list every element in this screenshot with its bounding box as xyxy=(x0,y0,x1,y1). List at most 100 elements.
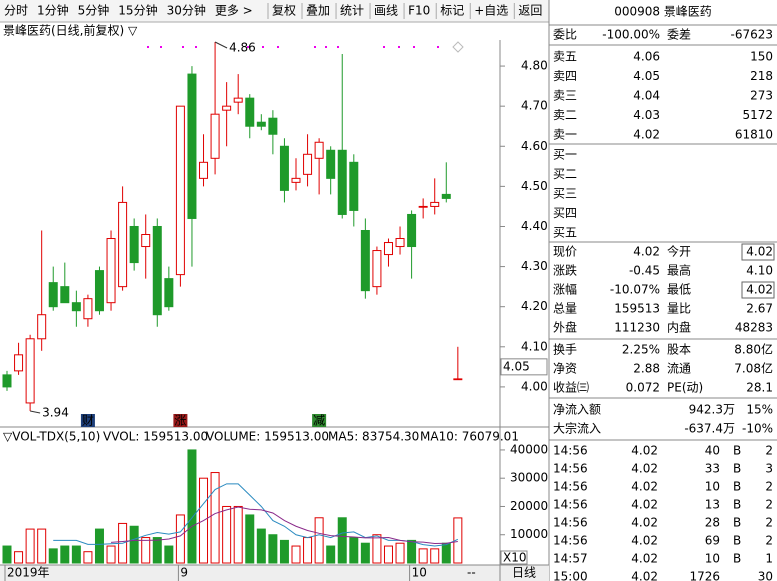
volume-bar xyxy=(2,545,12,564)
vol-tick-label: 40000 xyxy=(510,442,548,456)
volume-bar xyxy=(441,542,451,564)
quote-cell: 4.03 xyxy=(633,108,660,122)
quote-cell: 换手 xyxy=(553,343,577,357)
volume-bar xyxy=(407,539,417,564)
quote-cell: 外盘 xyxy=(553,320,577,335)
volume-bar xyxy=(279,539,289,564)
period-tab[interactable]: 分时 xyxy=(4,4,28,18)
candle-body xyxy=(326,149,336,179)
quote-cell: 0.072 xyxy=(626,381,660,395)
y-tick-label: 4.40 xyxy=(521,219,548,233)
quote-cell: 4.02 xyxy=(631,444,658,458)
volume-bar xyxy=(360,542,370,564)
volume-bar xyxy=(152,537,162,564)
candle-body xyxy=(407,213,417,248)
y-tick-label: 4.10 xyxy=(521,339,548,353)
quote-cell: 4.02 xyxy=(631,480,658,494)
quote-cell: 1726 xyxy=(689,570,720,581)
quote-cell: PE(动) xyxy=(667,381,703,395)
ma5-line xyxy=(53,483,459,547)
volume-bar xyxy=(48,548,58,564)
quote-cell: 4.04 xyxy=(633,89,660,103)
quote-cell: 28.1 xyxy=(746,381,773,395)
volume-bar xyxy=(106,545,116,564)
quote-cell: 现价 xyxy=(553,245,577,259)
quote-cell: 4.02 xyxy=(631,534,658,548)
event-badge[interactable]: 财 xyxy=(82,414,94,428)
toolbar-button[interactable]: 画线 xyxy=(374,4,398,18)
quote-cell: 4.06 xyxy=(633,50,660,64)
quote-cell: B xyxy=(733,444,741,458)
quote-cell: 14:56 xyxy=(553,534,588,548)
period-tab[interactable]: 15分钟 xyxy=(118,3,157,18)
toolbar-button[interactable]: 复权 xyxy=(272,4,296,18)
vol-tick-label: 20000 xyxy=(510,499,548,513)
quote-cell: 卖三 xyxy=(553,89,577,103)
quote-cell: 2.88 xyxy=(633,362,660,376)
low-arrow xyxy=(30,410,41,414)
period-label[interactable]: 日线 xyxy=(512,566,536,580)
quote-cell: 33 xyxy=(705,462,720,476)
candle-body xyxy=(164,278,174,308)
period-tab[interactable]: 更多 > xyxy=(215,4,253,18)
quote-cell: 买二 xyxy=(553,167,577,181)
chart-title: 景峰医药(日线,前复权) ▽ xyxy=(3,23,138,38)
candle-body xyxy=(210,113,220,159)
event-badge-bg xyxy=(173,414,188,427)
toolbar-button[interactable]: 叠加 xyxy=(306,4,330,18)
quote-cell: 买一 xyxy=(553,148,577,162)
quote-cell: 4.05 xyxy=(633,69,660,83)
quote-cell: 1 xyxy=(765,552,773,566)
candle-body xyxy=(175,105,185,276)
quote-cell: 61810 xyxy=(735,128,773,142)
period-tab[interactable]: 5分钟 xyxy=(78,3,110,18)
candle-body xyxy=(129,225,139,264)
period-tab[interactable]: 1分钟 xyxy=(37,3,69,18)
toolbar-button[interactable]: +自选 xyxy=(474,4,508,18)
volume-header: VOLUME: 159513.00 xyxy=(206,430,329,444)
candle-body xyxy=(233,97,243,103)
quote-cell: -10% xyxy=(742,422,773,436)
volume-bar xyxy=(314,517,324,564)
quote-cell: 最低 xyxy=(667,283,691,297)
quote-cell: 4.10 xyxy=(746,264,773,278)
event-badge[interactable]: 减 xyxy=(313,414,325,428)
quote-cell: 委差 xyxy=(667,28,691,42)
toolbar-button[interactable]: 返回 xyxy=(518,4,542,18)
volume-header: MA10: 76079.01 xyxy=(420,430,519,444)
candle-body xyxy=(268,117,278,135)
quote-cell: B xyxy=(733,552,741,566)
volume-bar xyxy=(256,528,266,564)
toolbar-button[interactable]: 标记 xyxy=(440,4,464,18)
quote-cell: 14:56 xyxy=(553,516,588,530)
volume-bar xyxy=(60,545,70,564)
volume-bar xyxy=(222,505,232,564)
quote-cell: 14:56 xyxy=(553,444,588,458)
value-box xyxy=(741,243,775,261)
quote-cell: 2 xyxy=(765,516,773,530)
candle-body xyxy=(152,225,162,316)
toolbar-button[interactable]: F10 xyxy=(408,4,430,18)
volume-bar xyxy=(14,551,24,564)
y-tick-label: 4.60 xyxy=(521,139,548,153)
quote-cell: 150 xyxy=(750,50,773,64)
candle-body xyxy=(372,250,382,288)
volume-bar xyxy=(453,517,463,564)
toolbar-button[interactable]: 统计 xyxy=(340,4,364,18)
low-label: 3.94 xyxy=(42,405,69,419)
quote-cell: 2 xyxy=(765,498,773,512)
quote-cell: 总量 xyxy=(553,302,577,316)
candle-body xyxy=(83,298,93,320)
event-badge[interactable]: 涨 xyxy=(174,413,186,428)
quote-cell: 委比 xyxy=(553,28,577,42)
volume-header: MA5: 83754.30 xyxy=(328,430,419,444)
period-tab[interactable]: 30分钟 xyxy=(167,3,206,18)
high-arrow xyxy=(214,41,228,49)
quote-cell: 股本 xyxy=(667,343,691,357)
quote-cell: 量比 xyxy=(667,302,691,316)
candle-body xyxy=(349,161,359,211)
high-label: 4.86 xyxy=(229,41,256,55)
candle-body xyxy=(14,354,24,372)
volume-bar xyxy=(418,548,428,564)
quote-cell: 69 xyxy=(705,534,720,548)
